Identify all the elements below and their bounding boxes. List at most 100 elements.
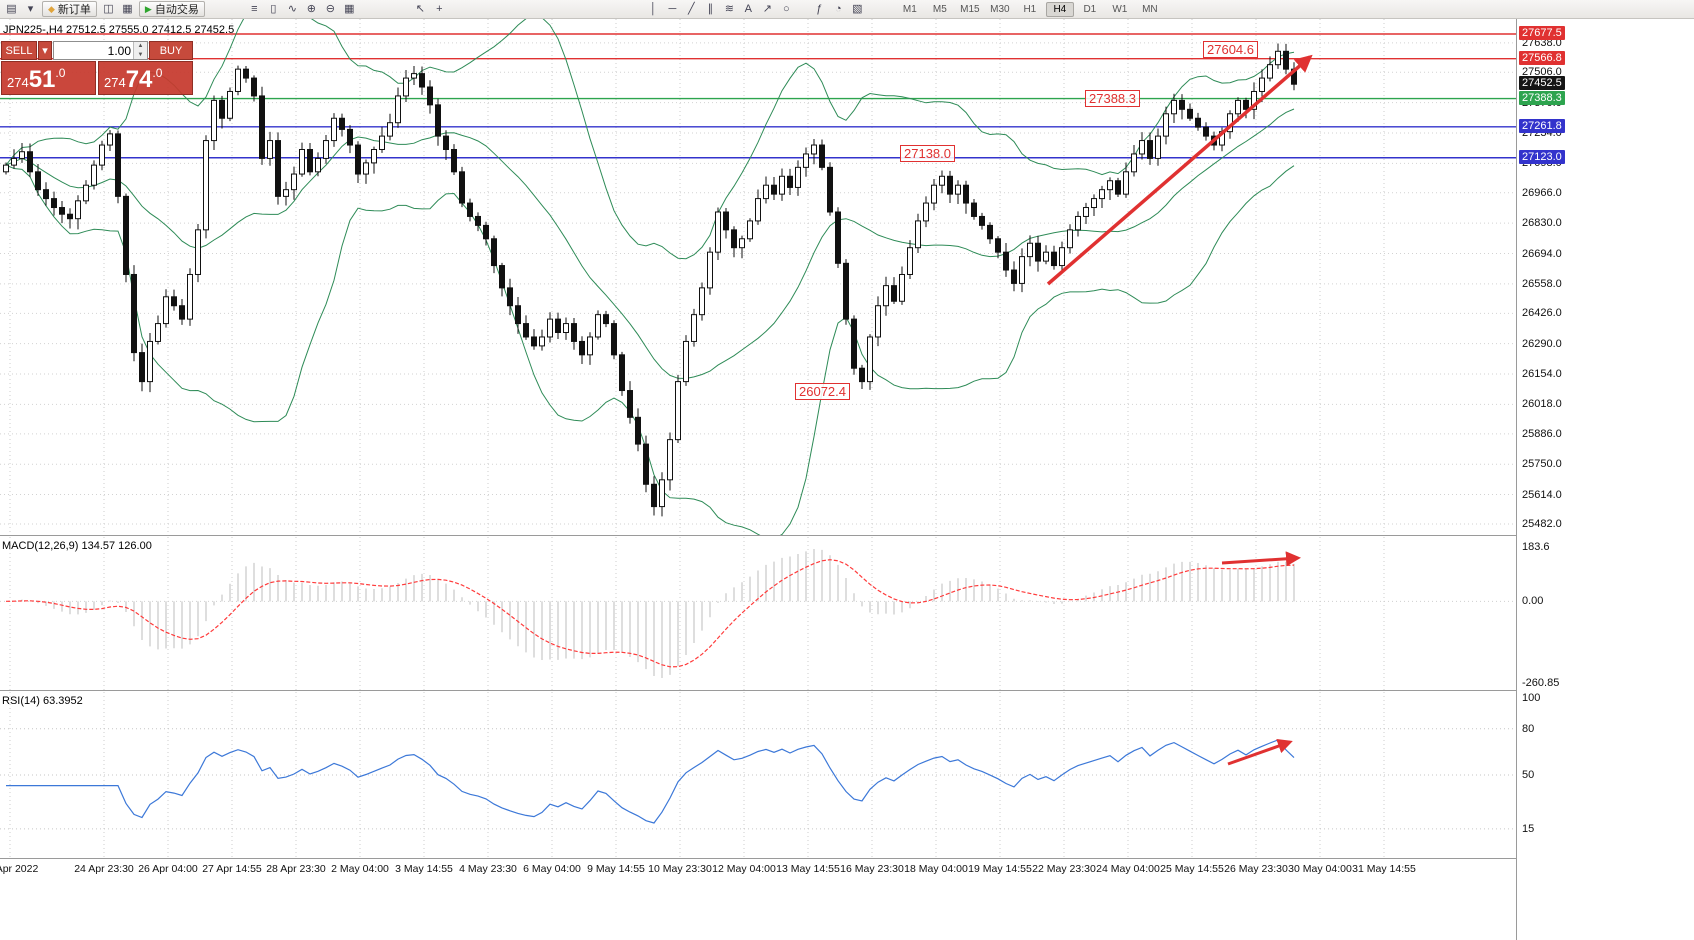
candle — [907, 247, 913, 275]
price-annotation[interactable]: 26072.4 — [795, 383, 850, 401]
timeframe-m1[interactable]: M1 — [902, 3, 917, 15]
crosshair-icon[interactable]: + — [436, 2, 443, 15]
price-pane — [0, 19, 1516, 535]
channel-icon[interactable]: ∥ — [707, 2, 714, 15]
candle — [475, 215, 481, 226]
pane-separator[interactable] — [0, 535, 1516, 536]
candle — [811, 144, 817, 155]
cursor-icon[interactable]: ↖ — [415, 2, 425, 15]
tile-windows-icon[interactable]: ▦ — [344, 2, 355, 15]
candle — [419, 73, 425, 88]
candle — [307, 148, 313, 173]
price-annotation[interactable]: 27388.3 — [1085, 89, 1140, 107]
candle — [1163, 113, 1169, 137]
horizontal-line-icon[interactable]: ─ — [668, 2, 677, 15]
timeframe-m15[interactable]: M15 — [960, 3, 980, 15]
time-label: 31 May 14:55 — [1352, 863, 1416, 875]
candle — [1083, 207, 1089, 217]
candle — [667, 439, 673, 481]
price-annotation[interactable]: 27604.6 — [1203, 41, 1258, 59]
candle — [1115, 180, 1121, 195]
new-order-button[interactable]: ◆ 新订单 — [42, 1, 97, 17]
volume-input[interactable] — [54, 42, 133, 59]
candle — [35, 171, 41, 191]
candle — [451, 148, 457, 173]
new-order-icon: ◆ — [48, 3, 55, 14]
candle — [675, 381, 681, 441]
candle — [51, 198, 57, 209]
candle — [179, 305, 185, 320]
bar-chart-icon[interactable]: ≡ — [251, 2, 258, 15]
candle — [91, 164, 97, 186]
candle — [683, 340, 689, 383]
sell-button[interactable]: SELL — [1, 41, 37, 60]
timeframe-m5[interactable]: M5 — [932, 3, 947, 15]
price-tick-label: 25750.0 — [1522, 458, 1562, 471]
chart-plot[interactable]: JPN225-,H4 27512.5 27555.0 27412.5 27452… — [0, 19, 1516, 880]
macd-indicator-label: MACD(12,26,9) 134.57 126.00 — [2, 540, 152, 552]
chart-list-caret-icon[interactable]: ▾ — [27, 2, 34, 15]
order-options-caret[interactable]: ▾ — [38, 41, 52, 60]
templates-icon[interactable]: ▧ — [852, 2, 863, 15]
zoom-out-icon[interactable]: ⊖ — [325, 2, 335, 15]
zoom-in-icon[interactable]: ⊕ — [306, 2, 316, 15]
candle — [843, 262, 849, 320]
indicators-icon[interactable]: ƒ — [816, 2, 823, 15]
timeframe-d1[interactable]: D1 — [1083, 3, 1097, 15]
autotrading-button[interactable]: ▶ 自动交易 — [138, 1, 205, 17]
text-icon[interactable]: A — [744, 2, 753, 15]
timeframe-h4[interactable]: H4 — [1045, 1, 1074, 17]
shapes-icon[interactable]: ○ — [783, 2, 790, 15]
arrows-icon[interactable]: ↗ — [762, 2, 772, 15]
new-chart-icon[interactable]: ▤ — [6, 2, 17, 15]
time-axis[interactable]: 22 Apr 2022 24 Apr 23:30 26 Apr 04:00 27 Ap… — [0, 859, 1516, 880]
pane-separator — [0, 858, 1516, 859]
timeframes-icon[interactable]: ◔ — [835, 2, 842, 15]
sell-price-button[interactable]: 27451.0 — [1, 61, 96, 95]
timeframe-h1[interactable]: H1 — [1023, 3, 1037, 15]
time-label: 10 May 23:30 — [648, 863, 712, 875]
timeframe-w1[interactable]: W1 — [1112, 3, 1128, 15]
candle — [459, 171, 465, 204]
bollinger-upper — [5, 19, 1295, 260]
trend-arrow[interactable] — [1046, 54, 1313, 286]
buy-price-button[interactable]: 27474.0 — [98, 61, 193, 95]
pane-separator[interactable] — [0, 690, 1516, 691]
macd-arrow[interactable] — [1221, 551, 1301, 567]
candlestick-chart-icon[interactable]: ▯ — [270, 2, 277, 15]
candle — [435, 104, 441, 137]
buy-button[interactable]: BUY — [149, 41, 193, 60]
data-window-icon[interactable]: ▦ — [122, 2, 133, 15]
market-watch-icon[interactable]: ◫ — [103, 2, 114, 15]
candle — [595, 314, 601, 338]
timeframe-m30[interactable]: M30 — [990, 3, 1010, 15]
candle — [1275, 50, 1281, 66]
price-axis[interactable]: 27638.027506.027370.027234.027098.026966… — [1516, 19, 1694, 940]
candle — [275, 140, 281, 197]
candle — [1147, 140, 1153, 159]
candle — [403, 77, 409, 97]
vertical-line-icon[interactable]: │ — [649, 2, 657, 15]
price-annotation[interactable]: 27138.0 — [900, 145, 955, 163]
price-tick-label: 26426.0 — [1522, 307, 1562, 320]
volume-spinner[interactable]: ▲ ▼ — [133, 42, 147, 59]
candle — [563, 323, 569, 334]
rsi-indicator-label: RSI(14) 63.3952 — [2, 695, 83, 707]
rsi-axis-label: 15 — [1522, 822, 1535, 835]
fibonacci-icon[interactable]: ≋ — [724, 2, 734, 15]
candle — [27, 151, 33, 173]
candle — [643, 443, 649, 485]
candle — [99, 144, 105, 166]
trendline-icon[interactable]: ╱ — [688, 2, 695, 15]
rsi-axis-label: 50 — [1522, 769, 1535, 781]
price-tick-label: 26966.0 — [1522, 186, 1562, 199]
line-chart-icon[interactable]: ∿ — [287, 2, 297, 15]
timeframe-mn[interactable]: MN — [1142, 3, 1158, 15]
candle — [571, 323, 577, 342]
candle — [971, 202, 977, 217]
rsi-arrow[interactable] — [1227, 738, 1293, 766]
autotrading-icon: ▶ — [144, 3, 152, 14]
volume-up-icon: ▲ — [134, 42, 147, 51]
candle — [1195, 117, 1201, 128]
macd-axis-zero: 0.00 — [1522, 595, 1544, 608]
